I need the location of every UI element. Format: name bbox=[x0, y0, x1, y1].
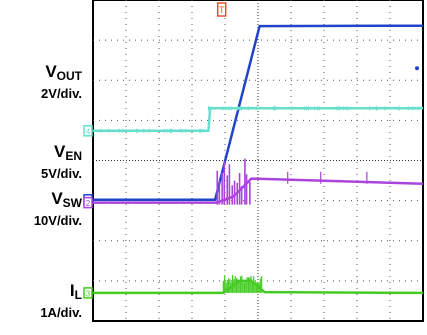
vout-scale: 2V/div. bbox=[41, 86, 82, 101]
ven-name: VEN bbox=[53, 142, 82, 163]
vout-right-dot bbox=[415, 66, 419, 71]
il-marker-box bbox=[83, 287, 93, 299]
vsw-marker-label: 2 bbox=[86, 199, 91, 208]
ven-marker-box bbox=[83, 125, 93, 137]
vout-trace bbox=[93, 24, 424, 202]
il-trace bbox=[93, 279, 424, 295]
il-name: IL bbox=[69, 281, 82, 302]
il-label: IL 1A/div. bbox=[40, 282, 82, 321]
channel-markers: 1423T bbox=[83, 2, 419, 299]
ven-scale: 5V/div. bbox=[41, 166, 82, 181]
graticule bbox=[92, 0, 424, 322]
vsw-name: VSW bbox=[51, 189, 82, 210]
waveform-traces bbox=[93, 24, 424, 295]
ven-marker-label: 4 bbox=[86, 127, 91, 136]
il-marker-label: 3 bbox=[86, 289, 91, 298]
trigger-marker-box bbox=[216, 2, 227, 17]
vsw-trace bbox=[93, 177, 424, 204]
vsw-label: VSW 10V/div. bbox=[34, 190, 82, 229]
il-scale: 1A/div. bbox=[40, 305, 82, 320]
vout-name: VOUT bbox=[45, 62, 82, 83]
vout-label: VOUT 2V/div. bbox=[41, 63, 82, 102]
ven-trace bbox=[93, 107, 423, 133]
ven-label: VEN 5V/div. bbox=[41, 143, 82, 182]
vsw-scale: 10V/div. bbox=[33, 213, 82, 228]
trigger-marker-label: T bbox=[219, 5, 225, 15]
vsw-marker-box bbox=[83, 196, 93, 209]
